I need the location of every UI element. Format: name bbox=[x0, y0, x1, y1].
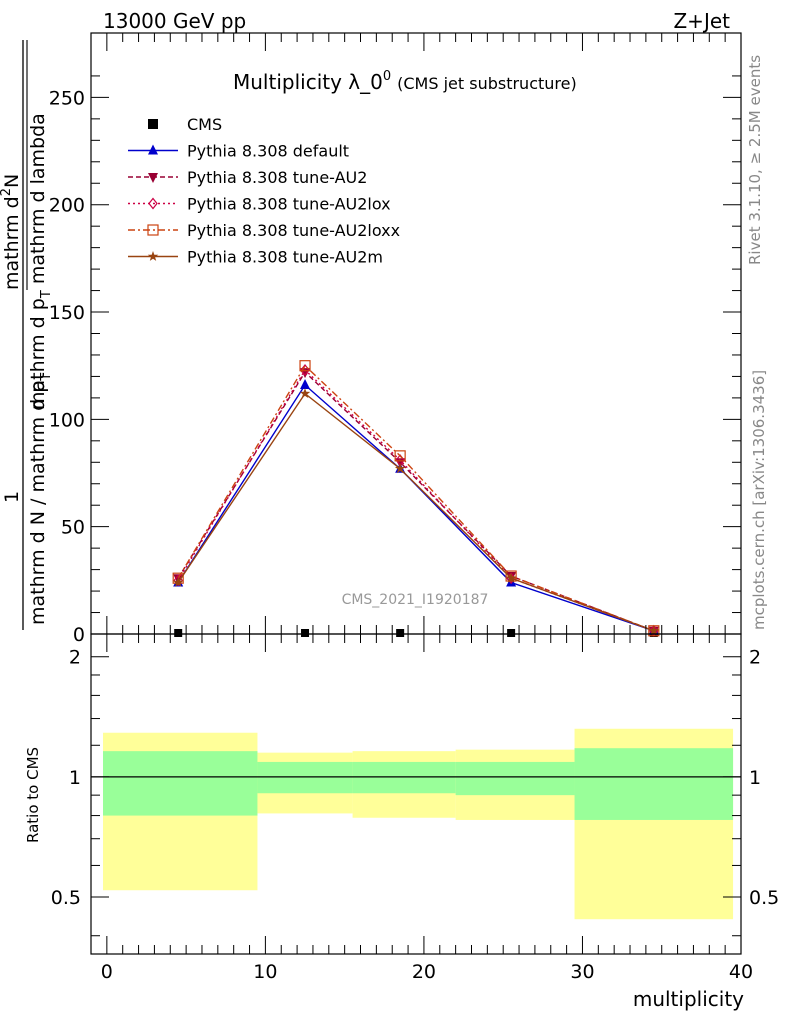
ratio-x-axis-label: multiplicity bbox=[633, 987, 744, 1011]
series-line-2 bbox=[177, 371, 655, 632]
y-label-right-top-sup: 2 bbox=[0, 188, 14, 196]
series-4-point bbox=[505, 570, 517, 582]
legend-label-4: Pythia 8.308 tune-AU2loxx bbox=[187, 221, 400, 240]
main-y-tick-label: 50 bbox=[61, 517, 85, 539]
main-plot-title-text: Multiplicity λ_0 bbox=[233, 70, 383, 94]
y-label-denominator: mathrm d N / mathrm d pT bbox=[27, 373, 54, 625]
series-5-point bbox=[299, 388, 311, 398]
ratio-y-tick-label: 1 bbox=[69, 767, 81, 789]
y-label-denominator-text: mathrm d N / mathrm d p bbox=[27, 381, 49, 625]
y-label-right-top-tail: N bbox=[1, 174, 23, 188]
series-0-point bbox=[507, 629, 516, 637]
ratio-x-tick-label: 20 bbox=[412, 961, 436, 983]
header-process: Z+Jet bbox=[673, 9, 730, 33]
ratio-y-axis-label: Ratio to CMS bbox=[24, 747, 42, 843]
y-label-numerator: 1 bbox=[1, 491, 23, 503]
series-4-point bbox=[394, 450, 406, 462]
legend-label-1: Pythia 8.308 default bbox=[187, 142, 349, 161]
legend-label-2: Pythia 8.308 tune-AU2 bbox=[187, 168, 367, 187]
main-y-tick-label: 0 bbox=[73, 624, 85, 646]
legend-label-5: Pythia 8.308 tune-AU2m bbox=[187, 248, 383, 267]
y-label-right-bottom-tail: mathrm d lambda bbox=[27, 113, 49, 290]
series-0-point bbox=[396, 629, 405, 637]
y-label-right-bottom: mathrm d pT mathrm d lambda bbox=[27, 113, 54, 410]
y-label-right-top-text: mathrm d bbox=[1, 196, 23, 290]
main-y-axis-label: 1 mathrm d N / mathrm d pT mathrm d2N ma… bbox=[0, 40, 54, 630]
main-plot-title: Multiplicity λ_00 (CMS jet substructure) bbox=[233, 69, 577, 94]
legend: CMS Pythia 8.308 default Pythia 8.308 tune… bbox=[128, 115, 400, 267]
main-y-tick-label: 200 bbox=[49, 195, 85, 217]
series-4-point bbox=[299, 360, 311, 372]
ratio-y-tick-label-right: 0.5 bbox=[749, 887, 779, 909]
main-plot-title-sup: 0 bbox=[383, 69, 391, 84]
ratio-x-tick-label: 40 bbox=[729, 961, 753, 983]
ratio-inner-band bbox=[257, 761, 353, 794]
main-y-tick-label: 250 bbox=[49, 87, 85, 109]
series-5-point bbox=[173, 577, 184, 587]
mcplots-label: mcplots.cern.ch [arXiv:1306.3436] bbox=[750, 370, 768, 630]
legend-marker-1 bbox=[148, 144, 158, 155]
legend-marker-5 bbox=[147, 251, 159, 261]
legend-label-0: CMS bbox=[187, 115, 222, 134]
legend-marker-4 bbox=[147, 224, 159, 236]
y-label-right-bottom-sub: T bbox=[39, 290, 54, 299]
ratio-inner-band bbox=[352, 761, 456, 794]
ratio-y-tick-label: 0.5 bbox=[51, 887, 81, 909]
ratio-plot-frame bbox=[90, 633, 742, 955]
series-1-point bbox=[300, 379, 311, 390]
main-y-tick-label: 100 bbox=[49, 409, 85, 431]
legend-label-3: Pythia 8.308 tune-AU2lox bbox=[187, 195, 391, 214]
series-0-point bbox=[174, 629, 183, 637]
ratio-x-tick-label: 0 bbox=[101, 961, 113, 983]
main-y-tick-label: 150 bbox=[49, 302, 85, 324]
ratio-x-tick-label: 10 bbox=[253, 961, 277, 983]
series-5-point bbox=[505, 572, 517, 583]
ratio-x-tick-label: 30 bbox=[570, 961, 594, 983]
series-line-4 bbox=[177, 364, 655, 632]
ratio-y-tick-label-right: 1 bbox=[749, 767, 761, 789]
ratio-inner-band bbox=[574, 748, 734, 820]
legend-marker-cms bbox=[148, 119, 158, 129]
ratio-inner-band bbox=[455, 761, 575, 796]
ratio-y-tick-label: 2 bbox=[69, 647, 81, 669]
legend-marker-3 bbox=[148, 197, 158, 210]
y-label-denominator-sub: T bbox=[39, 373, 54, 382]
rivet-label: Rivet 3.1.10, ≥ 2.5M events bbox=[746, 55, 764, 265]
legend-marker-2 bbox=[148, 173, 158, 183]
header-energy: 13000 GeV pp bbox=[103, 9, 246, 33]
main-plot-subtitle: (CMS jet substructure) bbox=[397, 74, 577, 93]
ratio-y-tick-label-right: 2 bbox=[749, 647, 761, 669]
series-line-3 bbox=[177, 368, 655, 632]
watermark-label: CMS_2021_I1920187 bbox=[342, 592, 489, 608]
series-5-point bbox=[394, 463, 406, 474]
ratio-inner-band bbox=[103, 751, 258, 816]
series-0-point bbox=[301, 629, 310, 637]
y-label-right-bottom-text: mathrm d p bbox=[27, 298, 49, 410]
ratio-plot: 0.5 0.5 1 1 2 2 0 10 20 30 40 Ratio to CMS multip… bbox=[24, 633, 779, 1011]
series-5-point bbox=[648, 625, 659, 636]
y-label-right-top: mathrm d2N bbox=[0, 174, 23, 290]
